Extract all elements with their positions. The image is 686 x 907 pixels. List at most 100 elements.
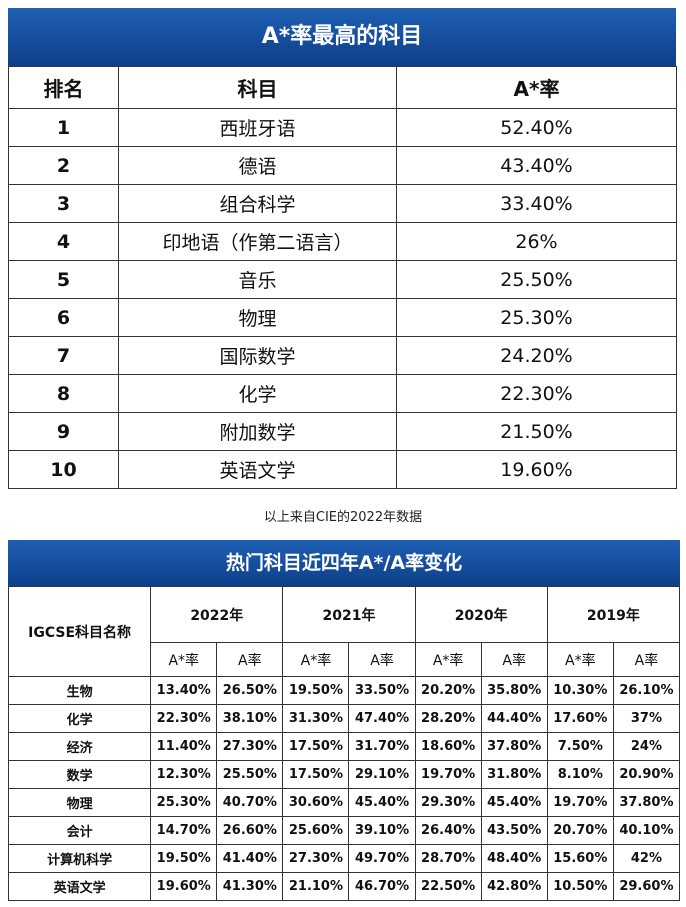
table-cell: 19.60% xyxy=(396,450,677,489)
table-cell: 化学 xyxy=(7,704,152,733)
table-cell: 25.50% xyxy=(216,760,284,789)
table-cell: 25.50% xyxy=(396,260,677,299)
caption: 以上来自CIE的2022年数据 xyxy=(263,510,423,525)
table-cell: 27.30% xyxy=(282,844,350,873)
table-cell: 19.50% xyxy=(150,844,218,873)
table-cell: 11.40% xyxy=(150,732,218,761)
table-cell: 40.10% xyxy=(612,816,681,845)
table-cell: 24.20% xyxy=(396,336,677,375)
table-row: 数学 12.30% 25.50% 17.50% 29.10% 19.70% 31.80% 8.… xyxy=(7,760,681,789)
table-row: 生物 13.40% 26.50% 19.50% 33.50% 20.20% 35.80% 10… xyxy=(7,676,681,705)
table-cell: 13.40% xyxy=(150,676,218,705)
table-cell: 物理 xyxy=(7,788,152,817)
table-cell: 52.40% xyxy=(396,108,677,147)
subheader-cell: A*率 xyxy=(546,642,614,677)
table-row: 计算机科学 19.50% 41.40% 27.30% 49.70% 28.70% 48.40… xyxy=(7,844,681,873)
table-cell: 17.50% xyxy=(282,732,350,761)
subheader-cell: A率 xyxy=(216,642,284,677)
table-cell: 10.30% xyxy=(546,676,614,705)
subheader-cell: A*率 xyxy=(414,642,482,677)
table-cell: 30.60% xyxy=(282,788,350,817)
table-cell: 20.70% xyxy=(546,816,614,845)
table-cell: 印地语（作第二语言） xyxy=(118,222,397,261)
table-cell: 22.30% xyxy=(150,704,218,733)
table-cell: 26.60% xyxy=(216,816,284,845)
table-row: 2 德语 43.40% xyxy=(8,146,677,185)
subheader-cell: A*率 xyxy=(282,642,350,677)
table-row: 1 西班牙语 52.40% xyxy=(8,108,677,147)
table-cell: 20.20% xyxy=(414,676,482,705)
table-cell: 国际数学 xyxy=(118,336,397,375)
table-cell: 组合科学 xyxy=(118,184,397,223)
table-cell: 生物 xyxy=(7,676,152,705)
table-row: 4 印地语（作第二语言） 26% xyxy=(8,222,677,261)
table-cell: 41.30% xyxy=(216,872,284,901)
table-cell: 37% xyxy=(612,704,681,733)
table-row: 会计 14.70% 26.60% 25.60% 39.10% 26.40% 43.50% 20… xyxy=(7,816,681,845)
table-row: 10 英语文学 19.60% xyxy=(8,450,677,489)
header-cell: A*率 xyxy=(396,66,677,109)
subheader-cell: A率 xyxy=(480,642,548,677)
table-cell: 21.10% xyxy=(282,872,350,901)
header-row: 排名 科目 A*率 xyxy=(8,66,677,109)
table-cell: 45.40% xyxy=(480,788,548,817)
table-cell: 31.70% xyxy=(348,732,416,761)
table-cell: 8 xyxy=(8,374,119,413)
table-cell: 31.80% xyxy=(480,760,548,789)
table-cell: 47.40% xyxy=(348,704,416,733)
table-cell: 29.60% xyxy=(612,872,681,901)
table-cell: 19.70% xyxy=(546,788,614,817)
year-cell: 2022年 xyxy=(150,586,284,643)
table-row: 5 音乐 25.50% xyxy=(8,260,677,299)
table-cell: 会计 xyxy=(7,816,152,845)
table-cell: 21.50% xyxy=(396,412,677,451)
table-cell: 46.70% xyxy=(348,872,416,901)
table-cell: 英语文学 xyxy=(118,450,397,489)
table-cell: 22.30% xyxy=(396,374,677,413)
table-cell: 17.60% xyxy=(546,704,614,733)
table-row: 化学 22.30% 38.10% 31.30% 47.40% 28.20% 44.40% 17… xyxy=(7,704,681,733)
table-cell: 42.80% xyxy=(480,872,548,901)
table-cell: 27.30% xyxy=(216,732,284,761)
table-title: A*率最高的科目 xyxy=(8,8,676,66)
header-cell: IGCSE科目名称 xyxy=(7,586,152,677)
table-cell: 5 xyxy=(8,260,119,299)
subheader-cell: A率 xyxy=(348,642,416,677)
table-cell: 49.70% xyxy=(348,844,416,873)
ranking-table: 排名 科目 A*率 1 西班牙语 52.40% 2 德语 43.40% 3 组合科学 33.40% 4 印… xyxy=(8,66,677,489)
table-cell: 经济 xyxy=(7,732,152,761)
table-cell: 6 xyxy=(8,298,119,337)
table-cell: 26.10% xyxy=(612,676,681,705)
table-cell: 24% xyxy=(612,732,681,761)
year-row: IGCSE科目名称 2022年 2021年 2020年 2019年 xyxy=(7,586,681,677)
table-row: 7 国际数学 24.20% xyxy=(8,336,677,375)
table-cell: 15.60% xyxy=(546,844,614,873)
table-cell: 12.30% xyxy=(150,760,218,789)
table-cell: 附加数学 xyxy=(118,412,397,451)
table-row: 3 组合科学 33.40% xyxy=(8,184,677,223)
table-cell: 物理 xyxy=(118,298,397,337)
header-cell: 排名 xyxy=(8,66,119,109)
table-cell: 43.50% xyxy=(480,816,548,845)
table-row: 9 附加数学 21.50% xyxy=(8,412,677,451)
table-cell: 29.30% xyxy=(414,788,482,817)
table-cell: 19.60% xyxy=(150,872,218,901)
table-row: 英语文学 19.60% 41.30% 21.10% 46.70% 22.50% 42.80%… xyxy=(7,872,681,901)
table-title: 热门科目近四年A*/A率变化 xyxy=(8,540,680,586)
table-cell: 8.10% xyxy=(546,760,614,789)
table-row: 经济 11.40% 27.30% 17.50% 31.70% 18.60% 37.80% 7.… xyxy=(7,732,681,761)
table-cell: 10.50% xyxy=(546,872,614,901)
table-cell: 28.70% xyxy=(414,844,482,873)
table-cell: 40.70% xyxy=(216,788,284,817)
year-cell: 2020年 xyxy=(414,586,548,643)
trend-table: IGCSE科目名称 2022年 2021年 2020年 2019年 A*率 A率 A*率 A率 A… xyxy=(7,586,681,901)
table-cell: 19.50% xyxy=(282,676,350,705)
table-cell: 39.10% xyxy=(348,816,416,845)
table-cell: 45.40% xyxy=(348,788,416,817)
subheader-cell: A*率 xyxy=(150,642,218,677)
table-cell: 25.30% xyxy=(150,788,218,817)
table-row: 6 物理 25.30% xyxy=(8,298,677,337)
table-cell: 28.20% xyxy=(414,704,482,733)
table-cell: 西班牙语 xyxy=(118,108,397,147)
